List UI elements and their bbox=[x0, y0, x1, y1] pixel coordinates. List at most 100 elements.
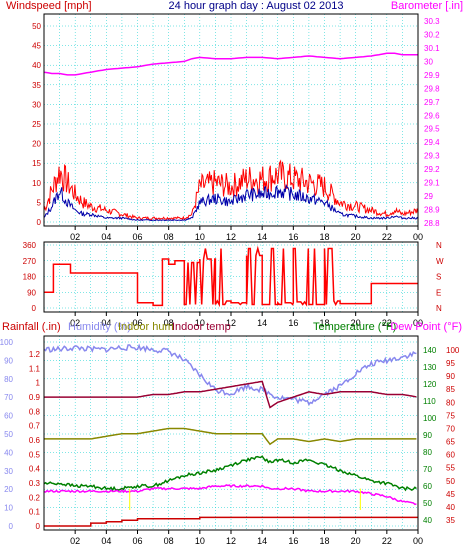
direction-compass-tick-label: W bbox=[436, 257, 444, 266]
temp-x-tick-label: 02 bbox=[70, 536, 80, 546]
indoor-temp-tick-label: 80 bbox=[423, 448, 432, 457]
windspeed-tick-label: 25 bbox=[32, 120, 41, 129]
temperature-tick-label: 95 bbox=[446, 359, 455, 368]
rainfall-tick-label: 0.4 bbox=[29, 465, 41, 474]
wind-x-tick-label: 00 bbox=[413, 232, 423, 242]
barometer-tick-label: 29.8 bbox=[424, 84, 440, 93]
indoor-temp-label: Indoor temp bbox=[172, 321, 231, 333]
temp-x-tick-label: 20 bbox=[351, 536, 361, 546]
rainfall-tick-label: 1.2 bbox=[29, 350, 41, 359]
wind-x-tick-label: 22 bbox=[382, 232, 392, 242]
temp-x-tick-label: 10 bbox=[195, 536, 205, 546]
indoor-temp-line bbox=[44, 380, 417, 409]
wind-barometer-series bbox=[43, 52, 419, 222]
temperature-tick-label: 45 bbox=[446, 490, 455, 499]
direction-grid bbox=[44, 242, 418, 312]
indoor-temp-tick-label: 140 bbox=[423, 346, 437, 355]
humidity-label: Humidity (%) bbox=[68, 321, 131, 333]
barometer-tick-label: 29.6 bbox=[424, 111, 440, 120]
temperature-tick-label: 75 bbox=[446, 411, 455, 420]
barometer-tick-label: 29.3 bbox=[424, 152, 440, 161]
wind-x-tick-label: 10 bbox=[195, 232, 205, 242]
direction-x-tick-label: 16 bbox=[288, 318, 298, 328]
temp-x-tick-label: 14 bbox=[257, 536, 267, 546]
direction-compass-tick-label: S bbox=[436, 273, 441, 282]
graph-title: 24 hour graph day : August 02 2013 bbox=[169, 0, 344, 12]
rainfall-tick-label: 1.1 bbox=[29, 364, 41, 373]
direction-x-tick-label: 00 bbox=[413, 318, 423, 328]
humidity-tick-label: 80 bbox=[4, 375, 13, 384]
windspeed-tick-label: 30 bbox=[32, 100, 41, 109]
rainfall-tick-label: 0.9 bbox=[29, 393, 41, 402]
windspeed-tick-label: 0 bbox=[37, 218, 42, 227]
humidity-tick-label: 0 bbox=[9, 522, 14, 531]
barometer-tick-label: 29.2 bbox=[424, 165, 440, 174]
wind-average-line bbox=[43, 183, 419, 222]
direction-x-tick-label: 22 bbox=[382, 318, 392, 328]
barometer-tick-label: 29.4 bbox=[424, 138, 440, 147]
temp-x-tick-label: 00 bbox=[413, 536, 423, 546]
indoor-temp-tick-label: 90 bbox=[423, 431, 432, 440]
humidity-tick-label: 90 bbox=[4, 356, 13, 365]
humidity-line bbox=[43, 343, 417, 406]
direction-series bbox=[44, 245, 418, 308]
indoor-temp-tick-label: 70 bbox=[423, 465, 432, 474]
direction-x-tick-label: 20 bbox=[351, 318, 361, 328]
barometer-tick-label: 28.9 bbox=[424, 206, 440, 215]
rainfall-tick-label: 0.1 bbox=[29, 508, 41, 517]
wind-plot-frame bbox=[43, 13, 419, 227]
temp-humidity-series bbox=[43, 343, 418, 527]
wind-direction-line bbox=[44, 245, 418, 308]
wind-gust-line bbox=[43, 159, 419, 221]
rainfall-tick-label: 0.2 bbox=[29, 493, 41, 502]
temp-x-tick-label: 06 bbox=[132, 536, 142, 546]
temp-x-tick-label: 22 bbox=[382, 536, 392, 546]
temperature-tick-label: 60 bbox=[446, 451, 455, 460]
barometer-tick-label: 29 bbox=[424, 192, 433, 201]
humidity-tick-label: 40 bbox=[4, 448, 13, 457]
temperature-tick-label: 50 bbox=[446, 477, 455, 486]
temperature-tick-label: 70 bbox=[446, 424, 455, 433]
windspeed-tick-label: 40 bbox=[32, 61, 41, 70]
humidity-tick-label: 70 bbox=[4, 393, 13, 402]
direction-degree-tick-label: 90 bbox=[27, 288, 36, 297]
barometer-label: Barometer [.in] bbox=[391, 0, 463, 12]
wind-x-tick-label: 08 bbox=[164, 232, 174, 242]
temp-x-tick-label: 18 bbox=[319, 536, 329, 546]
temp-time-axis: 02 04 06 08 10 12 14 16 18 20 22 00 bbox=[70, 530, 423, 546]
humidity-tick-label: 10 bbox=[4, 504, 13, 513]
temp-x-tick-label: 08 bbox=[164, 536, 174, 546]
rainfall-tick-label: 0 bbox=[36, 522, 41, 531]
wind-x-tick-label: 02 bbox=[70, 232, 80, 242]
temperature-tick-label: 35 bbox=[446, 516, 455, 525]
barometer-tick-label: 30.2 bbox=[424, 30, 440, 39]
wind-grid bbox=[44, 14, 418, 226]
wind-x-tick-label: 06 bbox=[132, 232, 142, 242]
temperature-tick-label: 40 bbox=[446, 503, 455, 512]
wind-time-axis: 02 04 06 08 10 12 14 16 18 20 22 00 bbox=[70, 226, 423, 242]
windspeed-tick-label: 35 bbox=[32, 81, 41, 90]
direction-compass-tick-label: N bbox=[436, 241, 442, 250]
direction-x-tick-label: 10 bbox=[195, 318, 205, 328]
windspeed-tick-label: 10 bbox=[32, 179, 41, 188]
humidity-tick-label: 30 bbox=[4, 467, 13, 476]
barometer-axis: 30.3 30.2 30.1 30 29.9 29.8 29.7 29.6 29.5 29.4 29… bbox=[424, 17, 440, 228]
wind-x-tick-label: 18 bbox=[319, 232, 329, 242]
barometer-tick-label: 29.7 bbox=[424, 98, 440, 107]
temperature-tick-label: 85 bbox=[446, 385, 455, 394]
barometer-tick-label: 30.3 bbox=[424, 17, 440, 26]
rainfall-label: Rainfall (.in) bbox=[2, 321, 61, 333]
rainfall-axis: 1.2 1.1 1 0.9 0.8 0.7 0.6 0.5 0.4 0.3 0.2 0.1 0 bbox=[29, 350, 41, 531]
windspeed-tick-label: 5 bbox=[37, 198, 42, 207]
temperature-tick-label: 65 bbox=[446, 438, 455, 447]
dew-point-label: Dew Point (°F) bbox=[390, 321, 462, 333]
indoor-temp-axis: 140 130 120 110 100 90 80 70 60 50 40 bbox=[423, 346, 437, 525]
wind-x-tick-label: 04 bbox=[101, 232, 111, 242]
direction-x-tick-label: 06 bbox=[132, 318, 142, 328]
wind-x-tick-label: 14 bbox=[257, 232, 267, 242]
temperature-tick-label: 100 bbox=[446, 346, 460, 355]
direction-degree-tick-label: 0 bbox=[32, 304, 37, 313]
